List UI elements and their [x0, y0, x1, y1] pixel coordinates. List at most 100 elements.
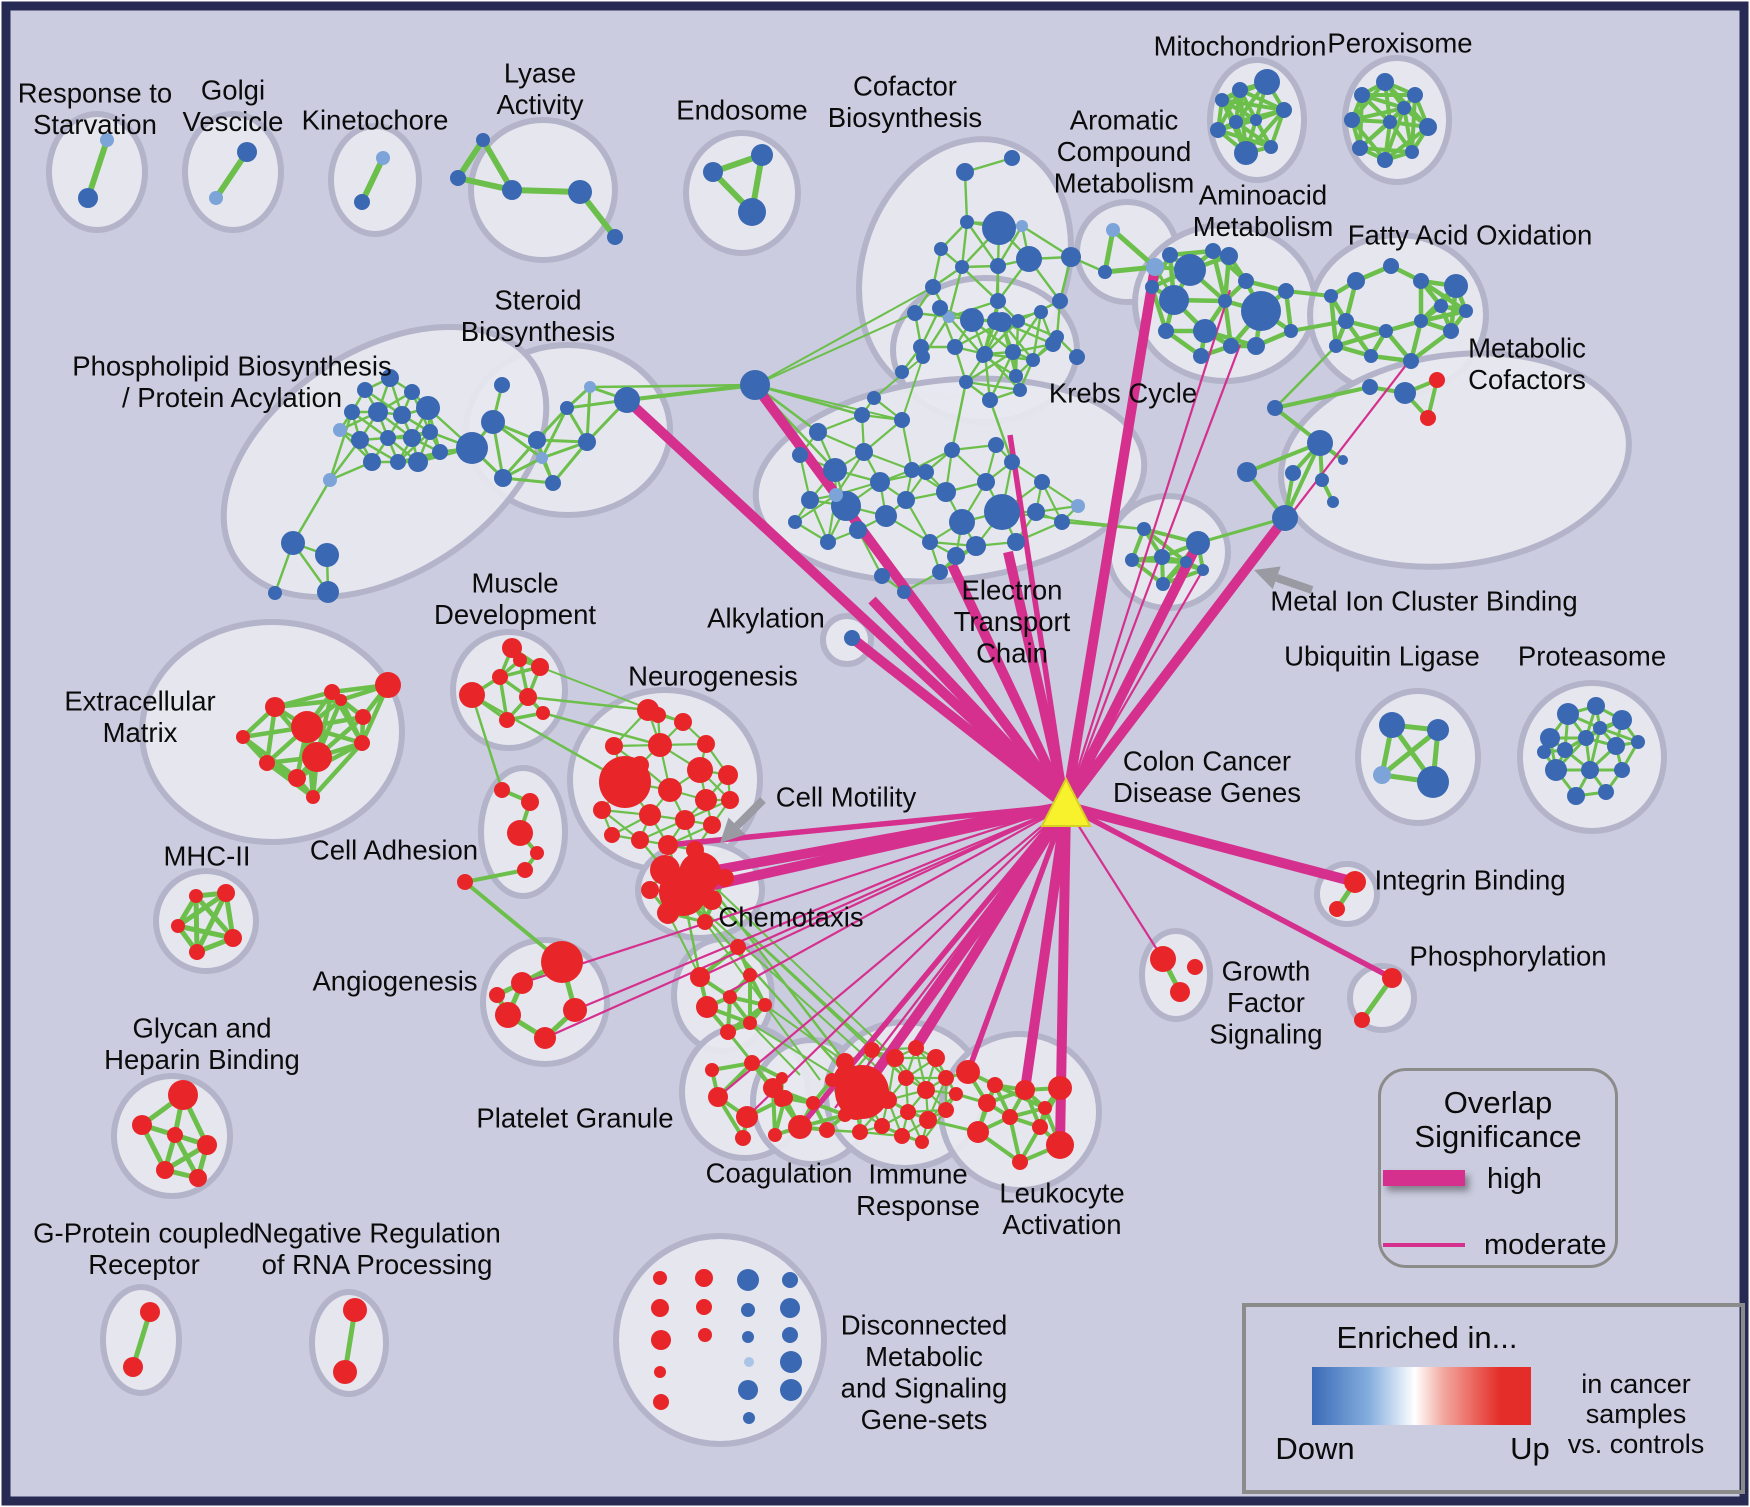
gene-set-node: [984, 494, 1020, 530]
gene-set-node: [908, 1040, 924, 1056]
overlap-edge-medium: [965, 805, 1069, 1073]
gene-set-node: [703, 162, 723, 182]
gene-set-node: [947, 547, 965, 565]
gene-set-node: [494, 469, 512, 487]
gene-set-node: [792, 447, 808, 463]
green-edge: [193, 895, 200, 953]
gene-set-node: [1329, 901, 1345, 917]
overlap-edge-moderate: [1065, 359, 1411, 807]
cluster-label-extracellular-matrix: Matrix: [103, 717, 178, 748]
gene-set-node: [1241, 291, 1281, 331]
gene-set-node: [1307, 430, 1333, 456]
green-edge: [1351, 106, 1405, 122]
gene-set-node: [949, 1087, 963, 1101]
gene-set-node: [927, 1049, 945, 1067]
gene-set-node: [874, 1118, 890, 1134]
cluster-label-metabolic-cofactors: Cofactors: [1468, 364, 1586, 395]
gene-set-node: [844, 630, 860, 646]
green-edge: [900, 419, 914, 471]
green-edge: [1283, 442, 1322, 519]
gene-set-node: [1407, 87, 1423, 103]
gene-set-node: [189, 1169, 207, 1187]
green-edge: [291, 479, 332, 544]
gene-set-node: [1154, 549, 1170, 565]
cluster-label-disconnected-gene-sets: Disconnected: [841, 1309, 1008, 1340]
gene-set-node: [675, 810, 695, 830]
gene-set-node: [1397, 101, 1411, 115]
cluster-label-alkylation: Alkylation: [707, 602, 825, 633]
gene-set-node: [782, 1327, 798, 1343]
green-edge: [470, 694, 504, 791]
gene-set-node: [801, 491, 819, 509]
gene-set-node: [1186, 531, 1210, 555]
gene-set-node: [1210, 122, 1226, 138]
gene-set-node: [650, 707, 666, 723]
gene-set-node: [1232, 82, 1248, 98]
gene-set-node: [494, 782, 510, 798]
gene-set-node: [897, 585, 911, 599]
overlap-edge-moderate: [1065, 569, 1204, 807]
gene-set-node: [1150, 946, 1176, 972]
gene-set-node: [607, 229, 623, 245]
gene-set-node: [584, 381, 596, 393]
gene-set-node: [171, 919, 185, 933]
gene-set-node: [956, 1060, 980, 1084]
overlap-edge-high: [848, 634, 1070, 810]
cluster-label-negative-regulation-rna: of RNA Processing: [262, 1249, 493, 1280]
gene-set-node: [977, 346, 993, 362]
gene-set-node: [705, 1063, 719, 1077]
cluster-label-negative-regulation-rna: Negative Regulation: [253, 1217, 501, 1248]
cluster-label-aminoacid-metabolism: Metabolism: [1193, 211, 1334, 242]
green-edge: [947, 266, 964, 318]
gene-set-node: [315, 543, 339, 567]
gene-set-node: [1137, 522, 1151, 536]
cluster-disconnected-gene-sets: [613, 1233, 827, 1447]
gene-set-node: [820, 534, 836, 550]
gene-set-node: [875, 505, 897, 527]
gene-set-node: [1223, 338, 1239, 354]
green-edge: [311, 741, 364, 799]
gene-set-node: [740, 370, 770, 400]
cluster-label-disconnected-gene-sets: Gene-sets: [861, 1404, 988, 1435]
moderate-significance-label: moderate: [1484, 1229, 1607, 1261]
cluster-label-cell-adhesion: Cell Adhesion: [310, 834, 478, 865]
gene-set-node: [259, 755, 275, 771]
gene-set-node: [894, 1128, 910, 1144]
green-edge: [1012, 311, 1042, 353]
gene-set-node: [1338, 455, 1348, 465]
green-edge: [682, 891, 863, 1093]
gene-set-node: [758, 998, 772, 1012]
overlap-edge-moderate: [1064, 289, 1232, 807]
gene-set-node: [788, 515, 802, 529]
cluster-label-immune-response: Immune: [868, 1158, 967, 1189]
gene-set-node: [343, 1298, 367, 1322]
gene-set-node: [844, 1096, 868, 1120]
gene-set-node: [1284, 324, 1298, 338]
cluster-label-angiogenesis: Angiogenesis: [312, 965, 477, 996]
overlap-edge-high: [623, 396, 1070, 810]
gene-set-node: [317, 581, 339, 603]
cluster-label-aminoacid-metabolism: Aminoacid: [1199, 179, 1327, 210]
overlap-edge-moderate: [1065, 805, 1164, 960]
enrichment-down-label: Down: [1275, 1431, 1355, 1466]
gene-set-node: [696, 1299, 712, 1315]
green-edge: [1234, 120, 1273, 149]
gene-set-node: [697, 735, 715, 753]
green-edge: [176, 890, 228, 929]
gene-set-node: [393, 406, 411, 424]
gene-set-node: [932, 300, 948, 316]
cluster-label-phosphorylation: Phosphorylation: [1409, 940, 1606, 971]
green-edge: [1246, 441, 1321, 474]
green-edge: [699, 872, 896, 1059]
overlap-edge-high: [1064, 801, 1357, 887]
gene-set-node: [1146, 258, 1164, 276]
green-edge: [754, 384, 903, 421]
gene-set-node: [788, 1115, 812, 1139]
gene-set-node: [960, 308, 984, 332]
gene-set-node: [1329, 339, 1343, 353]
green-edge: [754, 286, 934, 386]
gene-set-node: [268, 586, 282, 600]
cluster-label-disconnected-gene-sets: Metabolic: [865, 1341, 983, 1372]
enriched-legend-title: Enriched in...: [1336, 1320, 1518, 1355]
gene-set-node: [1045, 336, 1061, 352]
